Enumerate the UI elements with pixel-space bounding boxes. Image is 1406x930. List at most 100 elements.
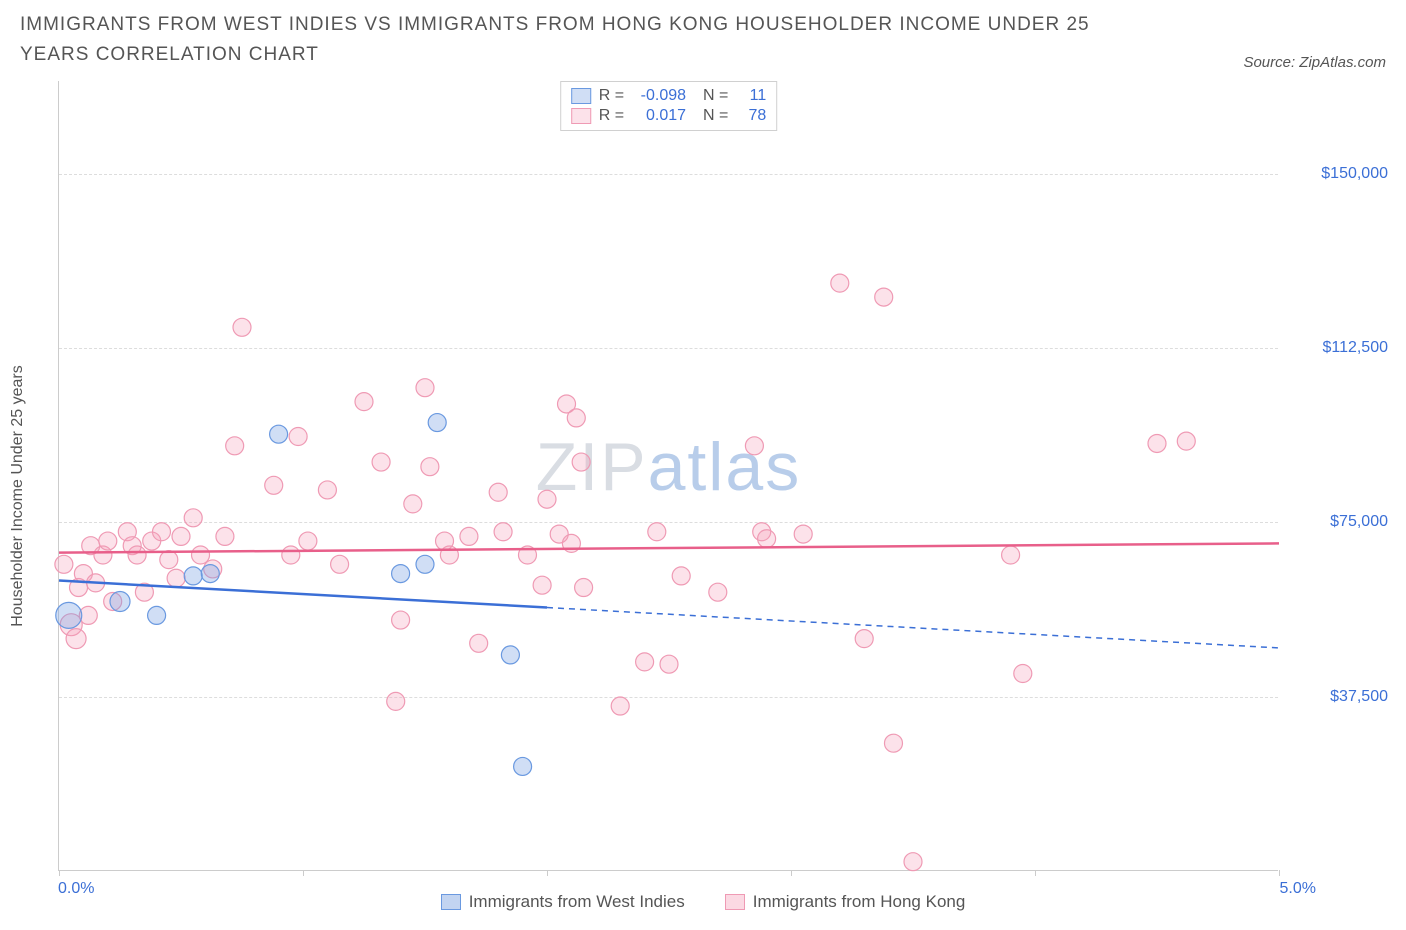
- chart-header: IMMIGRANTS FROM WEST INDIES VS IMMIGRANT…: [10, 10, 1396, 76]
- data-point: [794, 525, 812, 543]
- data-point: [672, 567, 690, 585]
- y-tick-label: $112,500: [1322, 339, 1388, 357]
- data-point: [404, 495, 422, 513]
- data-point: [1148, 434, 1166, 452]
- data-point: [184, 567, 202, 585]
- data-point: [99, 532, 117, 550]
- data-point: [331, 555, 349, 573]
- data-point: [1177, 432, 1195, 450]
- trend-line: [59, 543, 1279, 552]
- x-tick: [547, 870, 548, 876]
- data-point: [387, 692, 405, 710]
- chart-container: Householder Income Under 25 years ZIPatl…: [10, 76, 1396, 916]
- data-point: [855, 629, 873, 647]
- correlation-legend-row: R = 0.017 N = 78: [571, 106, 767, 126]
- data-point: [392, 564, 410, 582]
- legend-n-value: 11: [736, 87, 766, 105]
- series-legend-item: Immigrants from Hong Kong: [725, 892, 966, 912]
- data-point: [299, 532, 317, 550]
- data-point: [611, 697, 629, 715]
- legend-r-value: -0.098: [632, 87, 686, 105]
- legend-swatch: [571, 88, 591, 104]
- data-point: [428, 413, 446, 431]
- trend-line-extrapolated: [547, 607, 1279, 647]
- data-point: [192, 546, 210, 564]
- data-point: [636, 653, 654, 671]
- data-point: [758, 530, 776, 548]
- data-point: [501, 646, 519, 664]
- data-point: [884, 734, 902, 752]
- data-point: [201, 564, 219, 582]
- x-tick: [1035, 870, 1036, 876]
- data-point: [567, 409, 585, 427]
- y-tick-label: $37,500: [1330, 688, 1388, 706]
- data-point: [184, 509, 202, 527]
- y-tick-label: $150,000: [1321, 165, 1388, 183]
- data-point: [745, 437, 763, 455]
- series-legend-label: Immigrants from West Indies: [469, 892, 685, 912]
- data-point: [538, 490, 556, 508]
- data-point: [289, 427, 307, 445]
- data-point: [152, 523, 170, 541]
- data-point: [226, 437, 244, 455]
- data-point: [709, 583, 727, 601]
- data-point: [460, 527, 478, 545]
- data-point: [56, 602, 82, 628]
- legend-r-value: 0.017: [632, 107, 686, 125]
- series-legend-label: Immigrants from Hong Kong: [753, 892, 966, 912]
- data-point: [421, 457, 439, 475]
- scatter-plot-svg: [59, 81, 1278, 870]
- legend-n-label: N =: [694, 107, 728, 125]
- legend-swatch: [725, 894, 745, 910]
- data-point: [318, 481, 336, 499]
- legend-swatch: [571, 108, 591, 124]
- correlation-legend-row: R = -0.098 N = 11: [571, 86, 767, 106]
- x-tick: [59, 870, 60, 876]
- data-point: [904, 852, 922, 870]
- data-point: [572, 453, 590, 471]
- data-point: [172, 527, 190, 545]
- data-point: [875, 288, 893, 306]
- series-legend: Immigrants from West Indies Immigrants fr…: [10, 892, 1396, 912]
- legend-r-label: R =: [599, 87, 624, 105]
- legend-n-value: 78: [736, 107, 766, 125]
- data-point: [167, 569, 185, 587]
- data-point: [110, 591, 130, 611]
- data-point: [489, 483, 507, 501]
- data-point: [55, 555, 73, 573]
- data-point: [216, 527, 234, 545]
- data-point: [494, 523, 512, 541]
- data-point: [265, 476, 283, 494]
- data-point: [514, 757, 532, 775]
- data-point: [648, 523, 666, 541]
- correlation-legend: R = -0.098 N = 11 R = 0.017 N = 78: [560, 81, 778, 131]
- chart-title: IMMIGRANTS FROM WEST INDIES VS IMMIGRANT…: [20, 10, 1120, 71]
- data-point: [416, 378, 434, 396]
- chart-source: Source: ZipAtlas.com: [1243, 54, 1386, 71]
- data-point: [372, 453, 390, 471]
- data-point: [355, 392, 373, 410]
- plot-area: ZIPatlas R =-0.098 N =11R =0.017 N =78: [58, 81, 1278, 871]
- data-point: [831, 274, 849, 292]
- data-point: [660, 655, 678, 673]
- x-tick: [791, 870, 792, 876]
- y-tick-label: $75,000: [1330, 513, 1388, 531]
- data-point: [1002, 546, 1020, 564]
- data-point: [282, 546, 300, 564]
- legend-swatch: [441, 894, 461, 910]
- x-tick: [303, 870, 304, 876]
- data-point: [416, 555, 434, 573]
- data-point: [533, 576, 551, 594]
- trend-line: [59, 580, 547, 607]
- data-point: [575, 578, 593, 596]
- legend-n-label: N =: [694, 87, 728, 105]
- data-point: [1014, 664, 1032, 682]
- data-point: [128, 546, 146, 564]
- data-point: [66, 628, 86, 648]
- y-axis-label: Householder Income Under 25 years: [9, 365, 27, 626]
- series-legend-item: Immigrants from West Indies: [441, 892, 685, 912]
- data-point: [233, 318, 251, 336]
- data-point: [392, 611, 410, 629]
- data-point: [470, 634, 488, 652]
- legend-r-label: R =: [599, 107, 624, 125]
